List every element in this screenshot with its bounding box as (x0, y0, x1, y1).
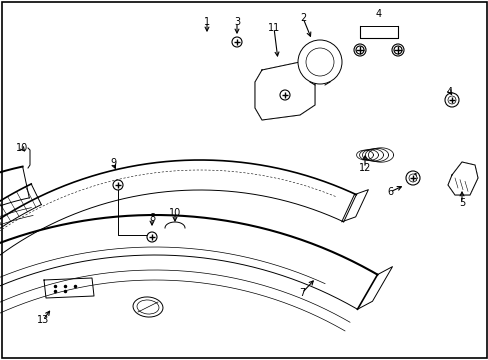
Circle shape (408, 174, 416, 182)
Text: 4: 4 (411, 173, 417, 183)
Circle shape (405, 171, 419, 185)
Text: 10: 10 (16, 143, 28, 153)
Polygon shape (447, 162, 477, 195)
Ellipse shape (137, 300, 159, 314)
Text: 9: 9 (110, 158, 116, 168)
Text: 2: 2 (299, 13, 305, 23)
Text: 7: 7 (298, 288, 305, 298)
Text: 4: 4 (446, 87, 452, 97)
Circle shape (444, 93, 458, 107)
Text: 13: 13 (37, 315, 49, 325)
Circle shape (297, 40, 341, 84)
Circle shape (355, 46, 363, 54)
Text: 11: 11 (267, 23, 280, 33)
Text: 3: 3 (233, 17, 240, 27)
Ellipse shape (133, 297, 163, 317)
Circle shape (353, 44, 365, 56)
Circle shape (393, 46, 401, 54)
Text: 5: 5 (458, 198, 464, 208)
Circle shape (113, 180, 123, 190)
Text: 1: 1 (203, 17, 210, 27)
Circle shape (391, 44, 403, 56)
Text: 12: 12 (358, 163, 370, 173)
Circle shape (447, 96, 455, 104)
Circle shape (280, 90, 289, 100)
Text: 4: 4 (375, 9, 381, 19)
Circle shape (147, 232, 157, 242)
Text: 8: 8 (149, 213, 155, 223)
Polygon shape (254, 62, 314, 120)
Text: 10: 10 (168, 208, 181, 218)
Circle shape (231, 37, 242, 47)
Circle shape (305, 48, 333, 76)
Text: 6: 6 (386, 187, 392, 197)
